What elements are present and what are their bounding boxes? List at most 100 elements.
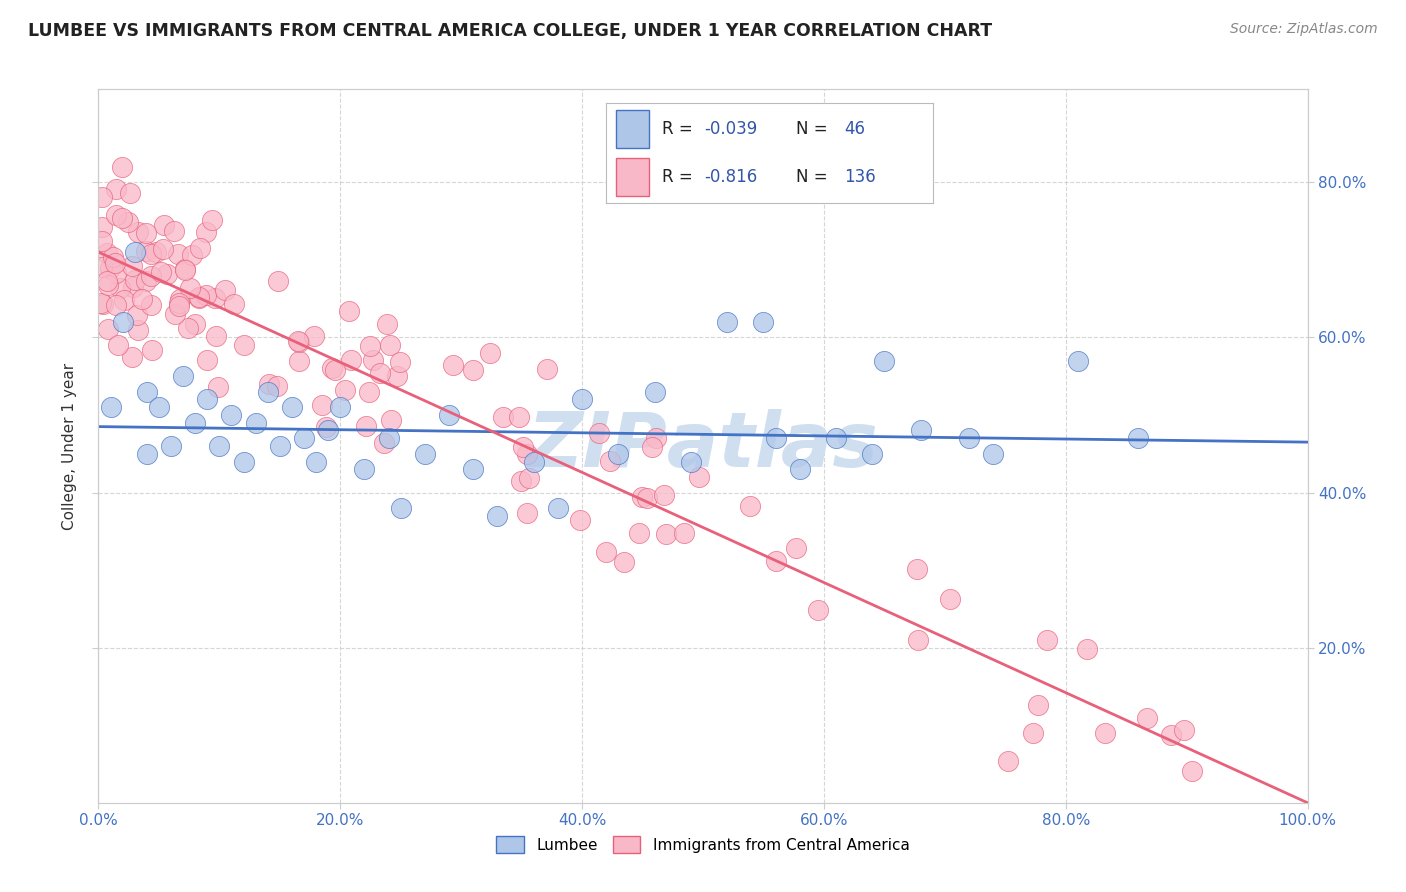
- Point: [120, 186, 142, 201]
- Point: [177, 321, 200, 335]
- Point: [441, 359, 464, 373]
- Point: [135, 384, 157, 399]
- Point: [370, 366, 392, 380]
- Point: [607, 447, 630, 461]
- Point: [124, 245, 146, 260]
- Point: [380, 413, 402, 427]
- Point: [1067, 353, 1090, 368]
- Point: [195, 392, 218, 407]
- Point: [152, 243, 174, 257]
- Point: [316, 424, 339, 438]
- Point: [492, 409, 515, 424]
- Point: [108, 281, 131, 295]
- Text: LUMBEE VS IMMIGRANTS FROM CENTRAL AMERICA COLLEGE, UNDER 1 YEAR CORRELATION CHAR: LUMBEE VS IMMIGRANTS FROM CENTRAL AMERIC…: [28, 22, 993, 40]
- Point: [96, 245, 118, 260]
- Point: [939, 592, 962, 607]
- Point: [245, 416, 267, 430]
- Point: [873, 353, 896, 368]
- Point: [486, 508, 509, 523]
- Point: [510, 475, 533, 489]
- Point: [105, 182, 128, 196]
- Point: [135, 447, 157, 461]
- Point: [305, 454, 328, 468]
- Point: [356, 419, 378, 434]
- Point: [167, 299, 190, 313]
- Point: [205, 329, 228, 343]
- Point: [437, 408, 460, 422]
- Point: [385, 368, 408, 383]
- Point: [141, 269, 163, 284]
- Point: [214, 283, 236, 297]
- Point: [256, 384, 278, 399]
- Point: [981, 447, 1004, 461]
- Point: [111, 315, 134, 329]
- Point: [571, 392, 593, 407]
- Point: [267, 274, 290, 288]
- Point: [547, 501, 569, 516]
- Point: [184, 317, 207, 331]
- Point: [765, 431, 787, 445]
- Point: [188, 241, 211, 255]
- Point: [91, 234, 114, 248]
- Point: [163, 224, 186, 238]
- Text: ZIP​atlas: ZIP​atlas: [527, 409, 879, 483]
- Point: [1022, 726, 1045, 740]
- Point: [117, 215, 139, 229]
- Point: [201, 213, 224, 227]
- Point: [340, 353, 363, 368]
- Point: [105, 207, 128, 221]
- Point: [644, 384, 666, 399]
- Point: [121, 350, 143, 364]
- Point: [512, 440, 534, 454]
- Point: [150, 264, 173, 278]
- Point: [122, 280, 145, 294]
- Point: [517, 470, 540, 484]
- Point: [613, 555, 636, 569]
- Point: [135, 244, 157, 258]
- Point: [233, 338, 256, 352]
- Point: [167, 247, 190, 261]
- Point: [160, 439, 183, 453]
- Point: [373, 436, 395, 450]
- Point: [315, 420, 337, 434]
- Point: [377, 317, 399, 331]
- Point: [461, 362, 484, 376]
- Point: [195, 353, 218, 368]
- Point: [179, 281, 201, 295]
- Point: [688, 469, 710, 483]
- Point: [112, 293, 135, 307]
- Point: [1173, 723, 1195, 737]
- Point: [907, 632, 929, 647]
- Point: [516, 447, 538, 461]
- Point: [221, 408, 243, 422]
- Point: [1136, 711, 1159, 725]
- Point: [96, 274, 118, 288]
- Point: [910, 424, 932, 438]
- Point: [595, 544, 617, 558]
- Point: [135, 274, 157, 288]
- Point: [1035, 633, 1057, 648]
- Point: [257, 377, 280, 392]
- Legend: Lumbee, Immigrants from Central America: Lumbee, Immigrants from Central America: [491, 830, 915, 859]
- Point: [107, 337, 129, 351]
- Point: [1094, 726, 1116, 740]
- Point: [361, 353, 384, 368]
- Point: [323, 363, 346, 377]
- Point: [463, 462, 485, 476]
- Point: [311, 398, 333, 412]
- Point: [957, 431, 980, 445]
- Point: [145, 245, 167, 260]
- Point: [172, 369, 194, 384]
- Point: [860, 447, 883, 461]
- Point: [141, 343, 163, 357]
- Point: [1128, 431, 1150, 445]
- Point: [139, 247, 162, 261]
- Point: [124, 272, 146, 286]
- Point: [91, 220, 114, 235]
- Point: [90, 295, 112, 310]
- Point: [321, 361, 343, 376]
- Point: [508, 410, 530, 425]
- Point: [789, 462, 811, 476]
- Point: [184, 416, 207, 430]
- Point: [627, 526, 650, 541]
